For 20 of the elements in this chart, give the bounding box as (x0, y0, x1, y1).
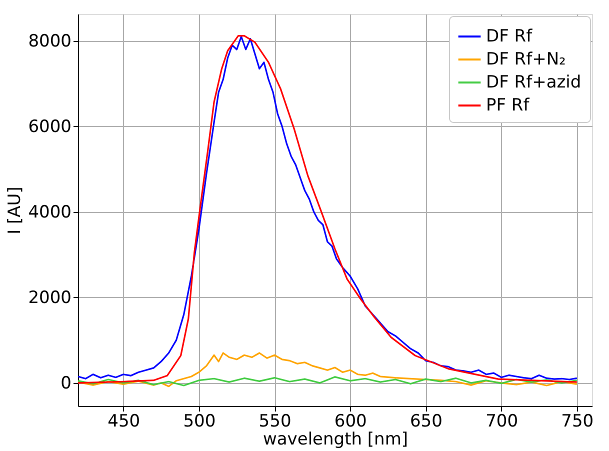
legend-label: PF Rf (486, 96, 530, 116)
legend-label: DF Rf+azid (486, 72, 582, 92)
x-tick-label: 750 (561, 412, 594, 432)
line-series (77, 352, 578, 388)
legend-label: DF Rf (486, 26, 534, 46)
x-tick-label: 450 (108, 412, 140, 432)
legend-label: DF Rf+N₂ (486, 50, 566, 70)
x-tick-label: 600 (334, 412, 367, 432)
y-tick-label: 4000 (28, 202, 72, 222)
y-tick-label: 2000 (28, 288, 72, 308)
y-tick-label: 0 (60, 373, 72, 394)
y-tick-label: 6000 (28, 116, 72, 137)
y-tick-label: 8000 (28, 31, 72, 52)
x-tick-label: 500 (183, 412, 216, 432)
x-tick-label: 700 (486, 412, 518, 432)
x-tick-label: 650 (410, 412, 442, 432)
x-tick-label: 550 (258, 412, 292, 432)
x-axis-title: wavelength [nm] (262, 430, 408, 450)
y-axis-title: I [AU] (5, 186, 26, 234)
line-series (77, 376, 578, 386)
